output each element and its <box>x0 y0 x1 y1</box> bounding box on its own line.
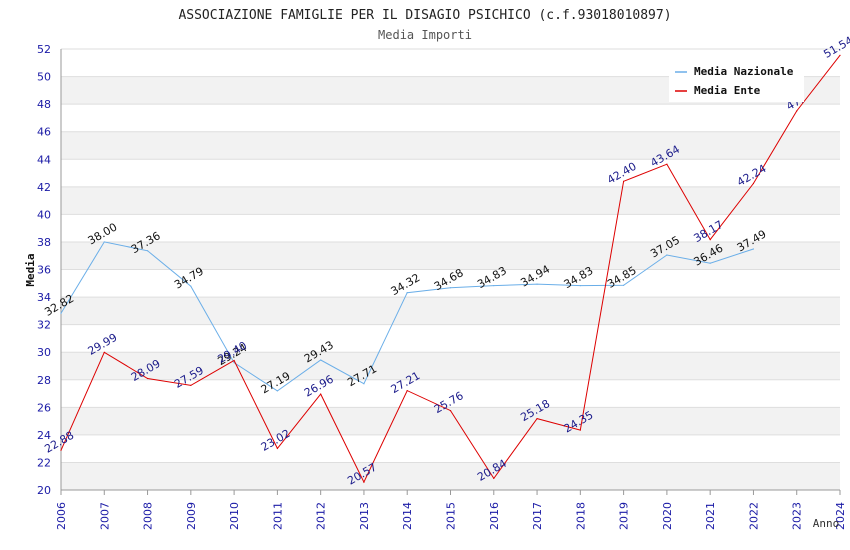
data-label: 51.54 <box>821 34 850 61</box>
y-tick-label: 28 <box>37 374 51 387</box>
data-point <box>146 377 149 380</box>
data-point <box>666 254 668 256</box>
data-point <box>493 477 495 480</box>
grid-band <box>61 186 840 215</box>
data-point <box>320 393 322 395</box>
y-tick-label: 42 <box>37 181 51 194</box>
y-tick-label: 44 <box>37 153 51 166</box>
grid-band <box>61 131 840 160</box>
grid-band <box>61 297 840 325</box>
y-tick-label: 30 <box>37 346 51 359</box>
data-point <box>623 180 625 182</box>
data-label: 34.32 <box>389 271 423 298</box>
data-point <box>796 110 798 112</box>
x-tick-label: 2024 <box>834 502 847 530</box>
grid-band <box>61 241 840 270</box>
data-point <box>449 410 452 412</box>
chart-title: ASSOCIAZIONE FAMIGLIE PER IL DISAGIO PSI… <box>178 8 671 23</box>
data-point <box>190 285 192 287</box>
data-point <box>363 481 365 483</box>
data-point <box>363 383 365 385</box>
x-tick-label: 2021 <box>704 502 717 530</box>
x-tick-label: 2006 <box>55 502 68 530</box>
data-point <box>449 287 452 289</box>
data-point <box>493 285 495 287</box>
y-tick-label: 34 <box>37 291 51 304</box>
series-lines <box>60 54 841 484</box>
data-point <box>752 182 755 185</box>
x-tick-label: 2017 <box>531 502 544 530</box>
y-tick-label: 20 <box>37 484 51 497</box>
y-tick-label: 50 <box>37 71 51 84</box>
data-point <box>666 163 668 165</box>
x-tick-label: 2012 <box>315 502 328 530</box>
data-label: 34.68 <box>432 266 466 293</box>
data-point <box>233 362 235 364</box>
data-point <box>276 390 278 392</box>
x-tick-label: 2022 <box>747 502 760 530</box>
grid-bands <box>61 76 840 490</box>
data-point <box>579 285 581 287</box>
x-tick-label: 2020 <box>661 502 674 530</box>
y-axis-ticks: 20 22 24 26 28 30 32 34 36 38 40 42 44 46 48 50 52 <box>37 43 51 497</box>
data-point <box>60 449 62 451</box>
data-point <box>406 390 408 392</box>
data-point <box>276 447 278 449</box>
legend-box <box>669 58 804 102</box>
data-point <box>60 312 62 314</box>
legend-label-ente: Media Ente <box>694 84 761 97</box>
grid-band <box>61 407 840 435</box>
y-tick-label: 32 <box>37 319 51 332</box>
legend: Media Nazionale Media Ente <box>669 58 804 102</box>
data-point <box>709 262 711 264</box>
data-point <box>406 292 408 294</box>
x-tick-label: 2011 <box>271 502 284 530</box>
data-point <box>146 250 149 252</box>
data-point <box>623 284 625 286</box>
data-point <box>103 351 105 353</box>
x-tick-label: 2013 <box>358 502 371 530</box>
grid-band <box>61 462 840 490</box>
y-tick-label: 36 <box>37 264 51 277</box>
data-point <box>233 359 235 362</box>
data-point <box>320 359 322 361</box>
x-tick-label: 2023 <box>791 502 804 530</box>
data-point <box>536 418 538 420</box>
y-tick-label: 26 <box>37 401 51 414</box>
x-tick-label: 2010 <box>228 502 241 530</box>
x-tick-label: 2019 <box>618 502 631 530</box>
x-tick-label: 2009 <box>185 502 198 530</box>
grid-band <box>61 352 840 380</box>
data-point <box>579 429 581 431</box>
data-point <box>190 384 192 387</box>
chart-subtitle: Media Importi <box>378 28 472 42</box>
y-tick-label: 22 <box>37 456 51 469</box>
data-point <box>709 238 711 241</box>
data-point <box>752 248 755 250</box>
y-tick-label: 38 <box>37 236 51 249</box>
data-label: 38.17 <box>692 218 726 245</box>
x-tick-label: 2015 <box>445 502 458 530</box>
x-axis-label: Anno <box>813 517 840 530</box>
data-label: 42.40 <box>605 160 639 187</box>
data-point <box>103 241 105 243</box>
data-point <box>536 283 538 285</box>
x-tick-label: 2016 <box>488 502 501 530</box>
data-point <box>839 54 841 56</box>
x-tick-label: 2018 <box>574 502 587 530</box>
legend-label-nazionale: Media Nazionale <box>694 65 794 78</box>
y-axis-label: Media <box>24 253 37 286</box>
x-tick-label: 2007 <box>98 502 111 530</box>
y-tick-label: 52 <box>37 43 51 56</box>
y-tick-label: 24 <box>37 429 51 442</box>
x-tick-label: 2014 <box>401 502 414 530</box>
y-tick-label: 46 <box>37 126 51 139</box>
x-axis-ticks: 2006 2007 2008 2009 2010 2011 2012 2013 2014 2015… <box>55 490 847 530</box>
y-tick-label: 48 <box>37 98 51 111</box>
y-tick-label: 40 <box>37 208 51 221</box>
x-tick-label: 2008 <box>142 502 155 530</box>
